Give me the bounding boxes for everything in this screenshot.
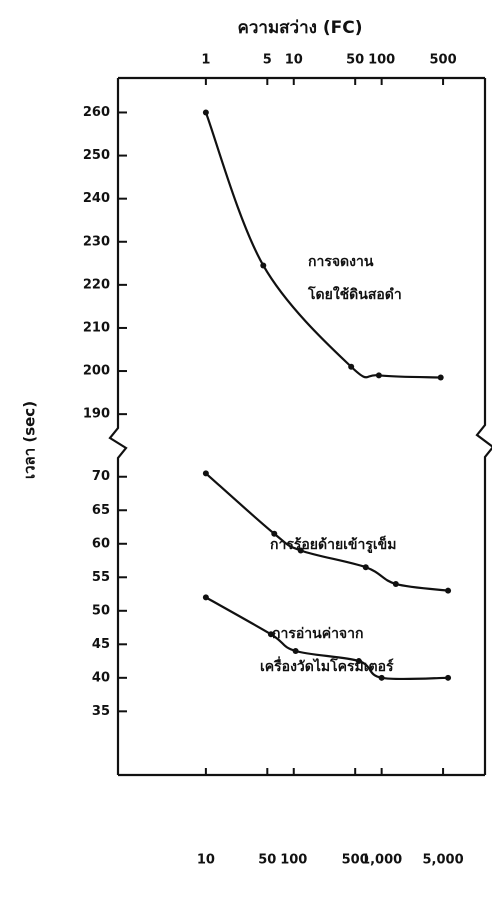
y-tick-label: 220 [83,277,110,292]
x-tick-label: 10 [197,853,215,868]
x2-tick-label: 5 [263,53,272,68]
y-axis-label: เวลา (sec) [21,401,39,479]
curve [206,473,448,590]
left-axis [110,78,126,775]
chart-title: ความสว่าง (FC) [238,18,363,38]
y-tick-label: 260 [83,105,110,120]
point [203,470,209,476]
point [203,109,209,115]
point [260,262,266,268]
point [445,588,451,594]
point [363,564,369,570]
x2-tick-label: 10 [285,53,303,68]
y-tick-label: 240 [83,191,110,206]
x2-tick-label: 1 [201,53,210,68]
x-tick-label: 50 [258,853,276,868]
chart: ความสว่าง (FC) เวลา (sec) 10 50 100 500 1,00… [0,0,492,898]
point [393,581,399,587]
x2-tick-label: 50 [346,53,364,68]
y-tick-label: 50 [92,603,110,618]
y-tick-label: 55 [92,570,110,585]
y-tick-label: 230 [83,234,110,249]
point [293,648,299,654]
curve [206,112,441,377]
point [203,594,209,600]
y-tick-label: 200 [83,364,110,379]
series-label: การจดงาน [308,254,374,270]
x-tick-label: 5,000 [423,853,464,868]
series-label: การอ่านค่าจาก [272,626,363,642]
y-tick-label: 60 [92,536,110,551]
y-tick-label: 210 [83,320,110,335]
point [348,364,354,370]
point [379,675,385,681]
y-tick-label: 35 [92,704,110,719]
right-axis [477,78,492,775]
x2-tick-label: 100 [368,53,395,68]
x-tick-label: 1,000 [361,853,402,868]
y-tick-label: 40 [92,670,110,685]
y-tick-label: 45 [92,637,110,652]
y-tick-label: 65 [92,503,110,518]
point [445,675,451,681]
y-tick-label: 250 [83,148,110,163]
x2-tick-label: 500 [429,53,456,68]
series-label: โดยใช้ดินสอดำ [307,285,402,303]
point [438,375,444,381]
series-label: การร้อยด้ายเข้ารูเข็ม [270,535,396,553]
series-label: เครื่องวัดไมโครมิเตอร์ [260,656,394,675]
x-tick-label: 100 [280,853,307,868]
y-tick-label: 190 [83,407,110,422]
point [376,372,382,378]
point [271,531,277,537]
y-tick-label: 70 [92,469,110,484]
